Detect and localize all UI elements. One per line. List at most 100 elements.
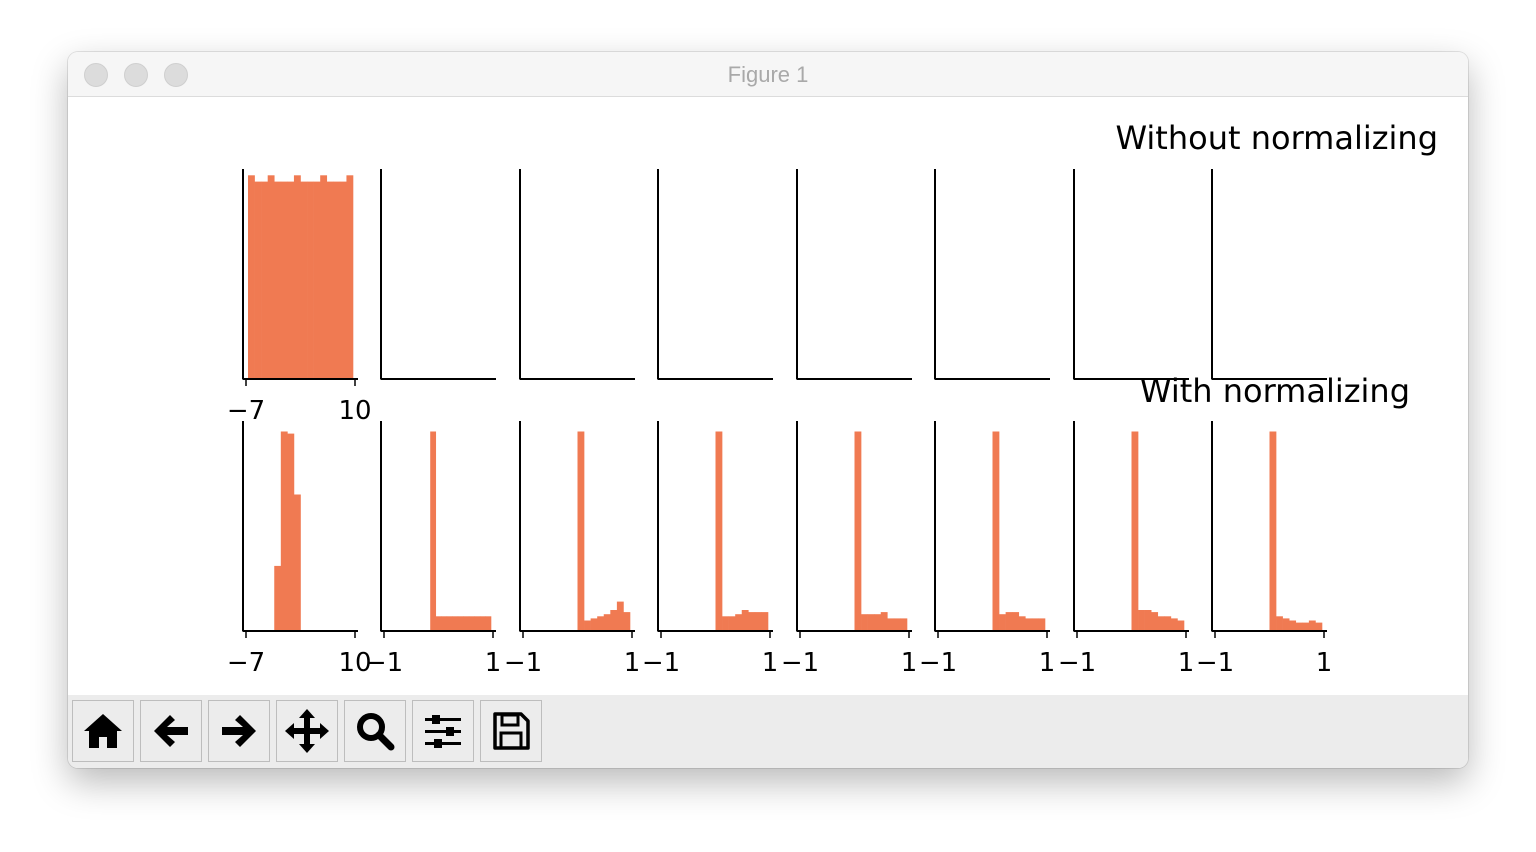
navigation-toolbar xyxy=(68,695,1468,768)
histogram-bar xyxy=(728,616,736,631)
histogram-bar xyxy=(900,618,908,631)
x-tick-label: 1 xyxy=(1316,648,1333,678)
histogram-bar xyxy=(1157,616,1165,631)
histogram-bar xyxy=(485,616,492,631)
histogram-bar xyxy=(754,612,762,631)
figure-canvas[interactable]: Without normalizing With normalizing −7 1… xyxy=(68,97,1468,695)
histogram-bar xyxy=(274,181,282,379)
histogram-bar xyxy=(874,614,882,631)
x-tick-label: 1 xyxy=(901,648,918,678)
histogram-bar xyxy=(603,614,611,631)
figure-window: Figure 1 Without normalizing With normal… xyxy=(68,52,1468,768)
histogram-bar xyxy=(1295,622,1303,631)
x-tick-label: 1 xyxy=(624,648,641,678)
histogram-bar xyxy=(274,565,282,631)
x-tick-label: 10 xyxy=(338,396,371,426)
histogram-bar xyxy=(320,175,328,379)
histogram-bar xyxy=(1151,612,1159,631)
zoom-button[interactable] xyxy=(344,700,406,762)
histogram-bar xyxy=(741,610,749,631)
histogram-bar xyxy=(761,612,769,631)
histogram-bar xyxy=(577,431,585,631)
histogram-bar xyxy=(1170,618,1178,631)
home-button[interactable] xyxy=(72,700,134,762)
histogram-bar xyxy=(748,612,756,631)
histogram-bar xyxy=(1038,618,1046,631)
histogram-bar xyxy=(861,614,868,631)
x-tick-label: −1 xyxy=(1196,648,1234,678)
histogram-bar xyxy=(610,610,618,631)
histogram-bar xyxy=(1144,610,1152,631)
histogram-bar xyxy=(463,616,470,631)
histogram-bar xyxy=(867,614,875,631)
histogram-bar xyxy=(248,175,255,379)
histogram-bar xyxy=(992,431,1000,631)
configure-subplots-button[interactable] xyxy=(412,700,474,762)
histogram-bar xyxy=(441,616,448,631)
back-button[interactable] xyxy=(140,700,202,762)
histogram-bar xyxy=(435,616,442,631)
minimize-window-button[interactable] xyxy=(124,63,148,87)
close-window-button[interactable] xyxy=(84,63,108,87)
histogram-bar xyxy=(584,620,591,631)
histogram-bar xyxy=(479,616,486,631)
pan-button[interactable] xyxy=(276,700,338,762)
histogram-bar xyxy=(854,431,862,631)
magnifier-icon xyxy=(357,713,395,751)
histogram-bar xyxy=(1289,620,1297,631)
histogram-bar xyxy=(999,614,1006,631)
x-tick-label: 1 xyxy=(762,648,779,678)
histogram-bar xyxy=(880,612,888,631)
x-tick-label: −1 xyxy=(919,648,957,678)
histogram-bar xyxy=(326,181,334,379)
histogram-bar xyxy=(280,181,288,379)
histogram-bar xyxy=(590,618,598,631)
x-tick-label: −1 xyxy=(365,648,403,678)
histogram-bar xyxy=(715,431,723,631)
x-tick-label: −7 xyxy=(227,648,265,678)
histogram-bar xyxy=(1164,616,1172,631)
histogram-bar xyxy=(623,612,631,631)
histogram-bar xyxy=(287,433,295,631)
arrow-right-icon xyxy=(222,715,256,747)
histogram-bar xyxy=(254,181,262,379)
histogram-bar xyxy=(267,175,275,379)
histogram-bar xyxy=(339,181,347,379)
histogram-bar xyxy=(333,181,341,379)
histogram-bar xyxy=(887,618,895,631)
histogram-bar xyxy=(735,614,743,631)
histogram-bar xyxy=(293,175,301,379)
home-icon xyxy=(84,714,122,748)
histogram-bar xyxy=(346,175,354,379)
histogram-bar xyxy=(446,616,453,631)
histogram-bar xyxy=(1269,431,1277,631)
top-row-title: Without normalizing xyxy=(1115,119,1438,157)
histogram-bar xyxy=(452,616,459,631)
histogram-bar xyxy=(597,616,605,631)
histogram-bar xyxy=(261,181,268,379)
x-tick-label: −7 xyxy=(227,396,265,426)
histogram-bar xyxy=(616,601,624,631)
histogram-bar xyxy=(1308,620,1316,631)
histogram-bar xyxy=(1276,616,1283,631)
move-icon xyxy=(285,709,329,753)
x-tick-label: 1 xyxy=(1039,648,1056,678)
histogram-bar xyxy=(1131,431,1139,631)
save-button[interactable] xyxy=(480,700,542,762)
window-title: Figure 1 xyxy=(727,62,809,87)
title-bar[interactable]: Figure 1 xyxy=(68,52,1468,97)
histogram-bar xyxy=(307,181,314,379)
histogram-bar xyxy=(474,616,481,631)
x-tick-label: −1 xyxy=(1058,648,1096,678)
histogram-bar xyxy=(1031,618,1039,631)
x-tick-label: 1 xyxy=(485,648,502,678)
arrow-left-icon xyxy=(154,715,188,747)
histogram-bar xyxy=(1315,622,1323,631)
histogram-bar xyxy=(313,181,321,379)
x-tick-label: −1 xyxy=(781,648,819,678)
histogram-bar xyxy=(300,181,308,379)
zoom-window-button[interactable] xyxy=(164,63,188,87)
x-tick-label: −1 xyxy=(504,648,542,678)
bottom-row-title: With normalizing xyxy=(1140,372,1410,410)
forward-button[interactable] xyxy=(208,700,270,762)
